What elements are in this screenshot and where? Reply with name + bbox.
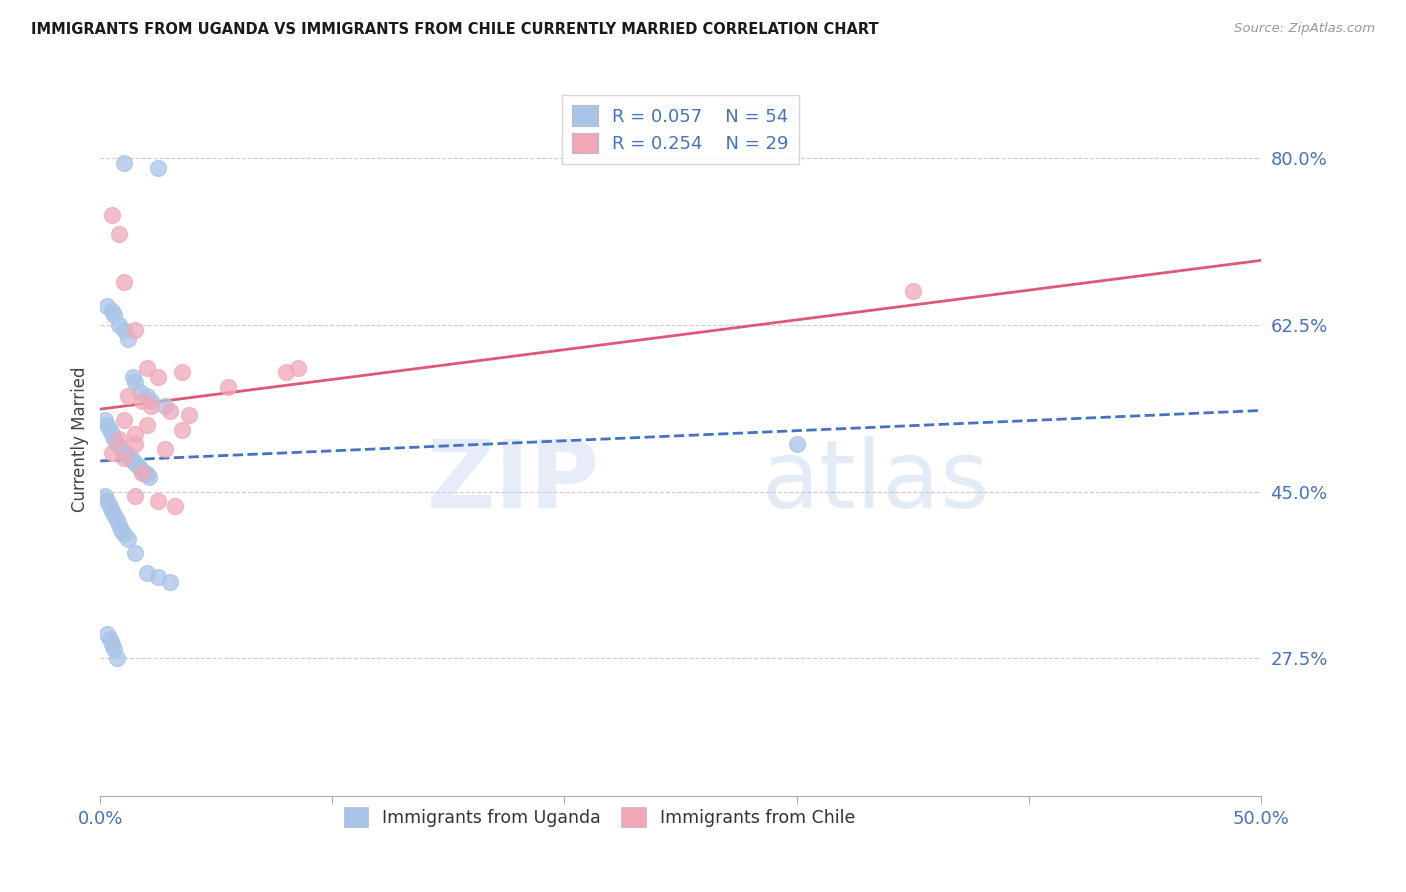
- Point: [108, 517, 131, 532]
- Point: [148, 570, 170, 584]
- Point: [163, 499, 186, 513]
- Point: [112, 451, 135, 466]
- Point: [124, 375, 146, 389]
- Point: [134, 466, 156, 480]
- Point: [105, 651, 128, 665]
- Point: [128, 460, 150, 475]
- Point: [101, 637, 124, 651]
- Point: [786, 437, 808, 451]
- Text: Source: ZipAtlas.com: Source: ZipAtlas.com: [1234, 22, 1375, 36]
- Point: [108, 227, 131, 242]
- Point: [155, 399, 177, 413]
- Point: [103, 508, 125, 523]
- Point: [96, 627, 118, 641]
- Point: [110, 523, 132, 537]
- Point: [98, 499, 121, 513]
- Point: [287, 360, 309, 375]
- Point: [117, 448, 139, 462]
- Point: [105, 513, 128, 527]
- Point: [155, 442, 177, 456]
- Point: [117, 332, 139, 346]
- Point: [135, 467, 157, 482]
- Point: [148, 370, 170, 384]
- Point: [101, 446, 124, 460]
- Point: [112, 275, 135, 289]
- Point: [901, 285, 924, 299]
- Point: [112, 413, 135, 427]
- Point: [138, 470, 160, 484]
- Text: IMMIGRANTS FROM UGANDA VS IMMIGRANTS FROM CHILE CURRENTLY MARRIED CORRELATION CH: IMMIGRANTS FROM UGANDA VS IMMIGRANTS FRO…: [31, 22, 879, 37]
- Point: [103, 432, 125, 446]
- Point: [274, 366, 297, 380]
- Point: [101, 208, 124, 222]
- Text: atlas: atlas: [762, 436, 990, 528]
- Point: [101, 303, 124, 318]
- Point: [141, 399, 163, 413]
- Point: [94, 413, 117, 427]
- Point: [127, 458, 149, 472]
- Point: [159, 575, 181, 590]
- Point: [131, 466, 153, 480]
- Point: [148, 161, 170, 175]
- Point: [124, 427, 146, 442]
- Point: [121, 370, 143, 384]
- Point: [131, 394, 153, 409]
- Point: [112, 156, 135, 170]
- Point: [217, 380, 239, 394]
- Point: [98, 423, 121, 437]
- Point: [124, 437, 146, 451]
- Point: [170, 366, 193, 380]
- Point: [115, 446, 138, 460]
- Point: [108, 439, 131, 453]
- Point: [112, 323, 135, 337]
- Point: [141, 394, 163, 409]
- Point: [103, 308, 125, 322]
- Point: [124, 547, 146, 561]
- Point: [170, 423, 193, 437]
- Point: [124, 456, 146, 470]
- Y-axis label: Currently Married: Currently Married: [72, 367, 89, 512]
- Point: [124, 323, 146, 337]
- Point: [101, 427, 124, 442]
- Point: [112, 527, 135, 541]
- Point: [135, 417, 157, 432]
- Point: [110, 442, 132, 456]
- Point: [131, 464, 153, 478]
- Point: [121, 454, 143, 468]
- Point: [159, 403, 181, 417]
- Legend: Immigrants from Uganda, Immigrants from Chile: Immigrants from Uganda, Immigrants from …: [336, 800, 862, 834]
- Point: [108, 318, 131, 332]
- Point: [117, 532, 139, 546]
- Point: [98, 632, 121, 647]
- Point: [105, 437, 128, 451]
- Point: [94, 489, 117, 503]
- Point: [135, 360, 157, 375]
- Point: [148, 494, 170, 508]
- Point: [101, 503, 124, 517]
- Text: ZIP: ZIP: [426, 436, 599, 528]
- Point: [96, 494, 118, 508]
- Point: [96, 417, 118, 432]
- Point: [120, 451, 142, 466]
- Point: [124, 489, 146, 503]
- Point: [128, 384, 150, 399]
- Point: [96, 299, 118, 313]
- Point: [108, 432, 131, 446]
- Point: [135, 566, 157, 580]
- Point: [135, 389, 157, 403]
- Point: [112, 444, 135, 458]
- Point: [117, 389, 139, 403]
- Point: [177, 409, 200, 423]
- Point: [103, 641, 125, 656]
